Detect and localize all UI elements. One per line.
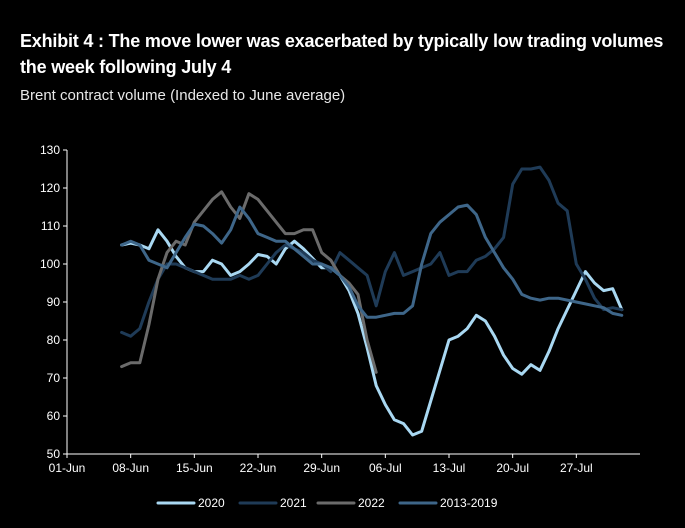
chart-title: Exhibit 4 : The move lower was exacerbat… [20,31,664,77]
legend-label-2022: 2022 [358,496,385,510]
chart-legend: 2020 2021 2022 2013-2019 [156,496,498,510]
x-tick-label: 22-Jun [240,461,277,475]
x-tick-label: 01-Jun [49,461,86,475]
y-tick-label: 60 [47,409,61,423]
x-tick-label: 29-Jun [303,461,340,475]
y-tick-label: 90 [47,295,61,309]
chart-series-lines [120,165,624,437]
series-line-2013-2019 [120,203,624,319]
series-line-2022 [120,190,378,374]
y-tick-label: 120 [40,181,60,195]
legend-label-2020: 2020 [198,496,225,510]
legend-label-2013-2019: 2013-2019 [440,496,498,510]
x-tick-label: 20-Jul [496,461,529,475]
chart-subtitle: Brent contract volume (Indexed to June a… [20,87,346,104]
y-tick-label: 130 [40,143,60,157]
y-tick-label: 50 [47,447,61,461]
x-tick-label: 06-Jul [369,461,402,475]
series-line-2020 [120,228,624,437]
x-tick-label: 13-Jul [433,461,466,475]
y-tick-label: 100 [40,257,60,271]
x-tick-label: 27-Jul [560,461,593,475]
series-line-2021 [120,165,624,338]
x-tick-label: 08-Jun [112,461,149,475]
y-tick-label: 110 [41,219,60,233]
chart-axes: 50 60 70 80 90 100 110 120 130 01-Jun 08-Jun 15-Jun… [40,143,640,475]
legend-label-2021: 2021 [280,496,307,510]
y-tick-label: 70 [47,371,61,385]
x-tick-label: 15-Jun [176,461,213,475]
y-tick-label: 80 [47,333,61,347]
